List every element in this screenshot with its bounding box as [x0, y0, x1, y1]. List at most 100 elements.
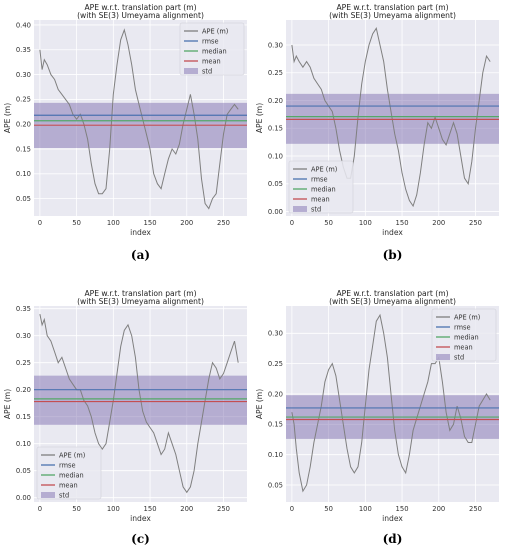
x-tick-label: 250	[217, 505, 230, 513]
y-tick-label: 0.20	[16, 121, 31, 129]
legend-box	[36, 446, 102, 500]
y-tick-label: 0.40	[16, 21, 31, 29]
y-tick-label: 0.10	[16, 440, 31, 448]
legend-label-ape: APE (m)	[59, 451, 85, 459]
legend-swatch-std	[41, 492, 55, 498]
x-axis-label: index	[130, 228, 151, 237]
y-tick-label: 0.25	[268, 69, 283, 77]
legend-swatch-std	[184, 68, 198, 74]
y-tick-label: 0.10	[16, 170, 31, 178]
legend-label-mean: mean	[59, 481, 78, 489]
chart-title: APE w.r.t. translation part (m)	[336, 289, 448, 298]
x-tick-label: 150	[144, 219, 157, 227]
y-axis-label: APE (m)	[3, 389, 12, 419]
chart-panel-a: APE w.r.t. translation part (m)(with SE(…	[3, 3, 247, 262]
x-tick-label: 0	[290, 505, 294, 513]
legend-label-median: median	[59, 471, 84, 479]
y-tick-label: 0.25	[16, 96, 31, 104]
x-axis-label: index	[130, 514, 151, 523]
x-tick-label: 50	[72, 505, 81, 513]
y-tick-label: 0.00	[16, 494, 31, 502]
legend-box	[179, 22, 245, 76]
x-tick-label: 100	[107, 219, 120, 227]
panel-caption: (d)	[383, 532, 403, 546]
x-tick-label: 250	[217, 219, 230, 227]
chart-subtitle: (with SE(3) Umeyama alignment)	[329, 11, 456, 20]
legend-box	[431, 308, 497, 362]
legend-label-rmse: rmse	[202, 37, 219, 45]
legend-box	[288, 160, 354, 214]
legend-label-median: median	[311, 185, 336, 193]
y-tick-label: 0.05	[268, 481, 283, 489]
y-tick-label: 0.10	[268, 152, 283, 160]
y-tick-label: 0.15	[16, 413, 31, 421]
chart-subtitle: (with SE(3) Umeyama alignment)	[77, 11, 204, 20]
ape-line	[291, 27, 491, 208]
y-tick-label: 0.15	[16, 145, 31, 153]
legend: APE (m) rmse median mean std	[179, 22, 245, 76]
x-tick-label: 150	[144, 505, 157, 513]
y-tick-label: 0.20	[268, 390, 283, 398]
y-tick-label: 0.30	[16, 71, 31, 79]
x-tick-label: 100	[359, 505, 372, 513]
chart-subtitle: (with SE(3) Umeyama alignment)	[77, 297, 204, 306]
legend-label-rmse: rmse	[59, 461, 76, 469]
y-tick-label: 0.10	[268, 451, 283, 459]
y-tick-label: 0.05	[268, 180, 283, 188]
y-tick-label: 0.20	[268, 97, 283, 105]
x-axis-label: index	[382, 228, 403, 237]
x-tick-label: 150	[396, 505, 409, 513]
x-tick-label: 50	[72, 219, 81, 227]
legend-label-std: std	[454, 353, 464, 361]
x-tick-label: 50	[324, 219, 333, 227]
y-tick-label: 0.00	[268, 208, 283, 216]
legend-label-rmse: rmse	[454, 323, 471, 331]
y-tick-label: 0.15	[268, 421, 283, 429]
x-tick-label: 100	[107, 505, 120, 513]
chart-subtitle: (with SE(3) Umeyama alignment)	[329, 297, 456, 306]
x-tick-label: 250	[469, 505, 482, 513]
legend-label-ape: APE (m)	[202, 27, 228, 35]
x-axis-label: index	[382, 514, 403, 523]
y-tick-label: 0.25	[16, 359, 31, 367]
x-tick-label: 200	[180, 219, 193, 227]
y-tick-label: 0.05	[16, 195, 31, 203]
y-tick-label: 0.30	[16, 332, 31, 340]
y-tick-label: 0.30	[268, 41, 283, 49]
x-tick-label: 0	[38, 505, 42, 513]
legend-label-mean: mean	[311, 195, 330, 203]
chart-panel-b: APE w.r.t. translation part (m)(with SE(…	[255, 3, 499, 262]
legend-label-mean: mean	[454, 343, 473, 351]
y-tick-label: 0.35	[16, 46, 31, 54]
ape-line	[39, 28, 239, 210]
legend-label-ape: APE (m)	[311, 165, 337, 173]
legend-label-ape: APE (m)	[454, 313, 480, 321]
legend-label-median: median	[202, 47, 227, 55]
legend-label-std: std	[311, 205, 321, 213]
x-tick-label: 0	[290, 219, 294, 227]
legend-label-rmse: rmse	[311, 175, 328, 183]
x-tick-label: 50	[324, 505, 333, 513]
y-tick-label: 0.15	[268, 125, 283, 133]
y-tick-label: 0.20	[16, 386, 31, 394]
legend-label-median: median	[454, 333, 479, 341]
x-tick-label: 200	[432, 219, 445, 227]
chart-panel-d: APE w.r.t. translation part (m)(with SE(…	[255, 289, 499, 546]
legend: APE (m) rmse median mean std	[288, 160, 354, 214]
y-axis-label: APE (m)	[3, 103, 12, 133]
panel-caption: (c)	[131, 532, 150, 546]
x-tick-label: 150	[396, 219, 409, 227]
y-tick-label: 0.30	[268, 330, 283, 338]
chart-panel-c: APE w.r.t. translation part (m)(with SE(…	[3, 289, 247, 546]
legend-label-std: std	[202, 67, 212, 75]
chart-title: APE w.r.t. translation part (m)	[84, 3, 196, 12]
x-tick-label: 200	[432, 505, 445, 513]
x-tick-label: 0	[38, 219, 42, 227]
y-tick-label: 0.25	[268, 360, 283, 368]
y-tick-label: 0.35	[16, 305, 31, 313]
y-axis-label: APE (m)	[255, 389, 264, 419]
panel-caption: (a)	[131, 248, 150, 262]
legend-label-std: std	[59, 491, 69, 499]
x-tick-label: 200	[180, 505, 193, 513]
